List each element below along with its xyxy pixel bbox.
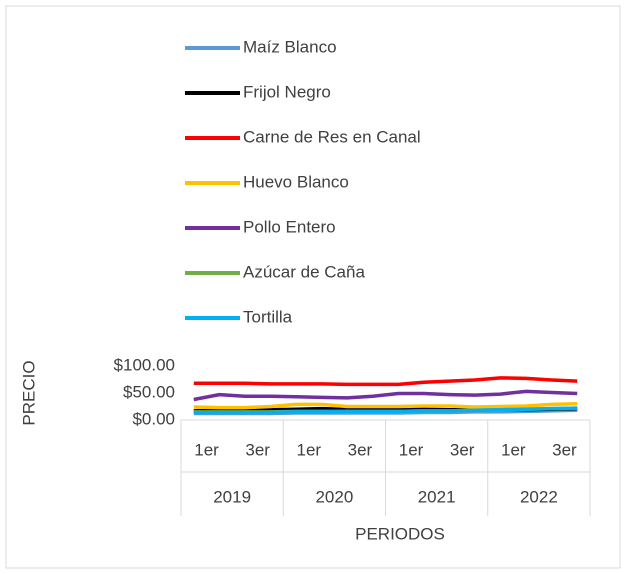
x-tick-label: 1er	[399, 440, 424, 459]
y-tick-label: $50.00	[123, 382, 175, 401]
x-tick-label: 1er	[194, 440, 219, 459]
x-tick-label: 1er	[297, 440, 322, 459]
y-tick-label: $100.00	[114, 355, 175, 374]
x-tick-label: 3er	[552, 440, 577, 459]
series-line	[193, 402, 578, 410]
x-tick-label: 3er	[450, 440, 475, 459]
legend-label: Huevo Blanco	[243, 172, 349, 191]
legend-label: Maíz Blanco	[243, 37, 337, 56]
series-line	[193, 376, 578, 387]
x-tick-label: 3er	[348, 440, 373, 459]
x-axis-label: PERIODOS	[355, 524, 445, 543]
y-tick-label: $0.00	[132, 409, 175, 428]
x-group-label: 2019	[213, 487, 251, 506]
legend-label: Tortilla	[243, 307, 293, 326]
x-tick-label: 1er	[501, 440, 526, 459]
legend-label: Frijol Negro	[243, 82, 331, 101]
x-group-label: 2020	[315, 487, 353, 506]
chart-border	[5, 5, 621, 569]
x-group-label: 2021	[418, 487, 456, 506]
legend-label: Pollo Entero	[243, 217, 336, 236]
y-axis-label: PRECIO	[19, 360, 38, 425]
x-group-label: 2022	[520, 487, 558, 506]
series-line	[193, 389, 578, 402]
legend-label: Azúcar de Caña	[243, 262, 365, 281]
series-line	[193, 406, 578, 415]
legend-label: Carne de Res en Canal	[243, 127, 421, 146]
x-tick-label: 3er	[245, 440, 270, 459]
